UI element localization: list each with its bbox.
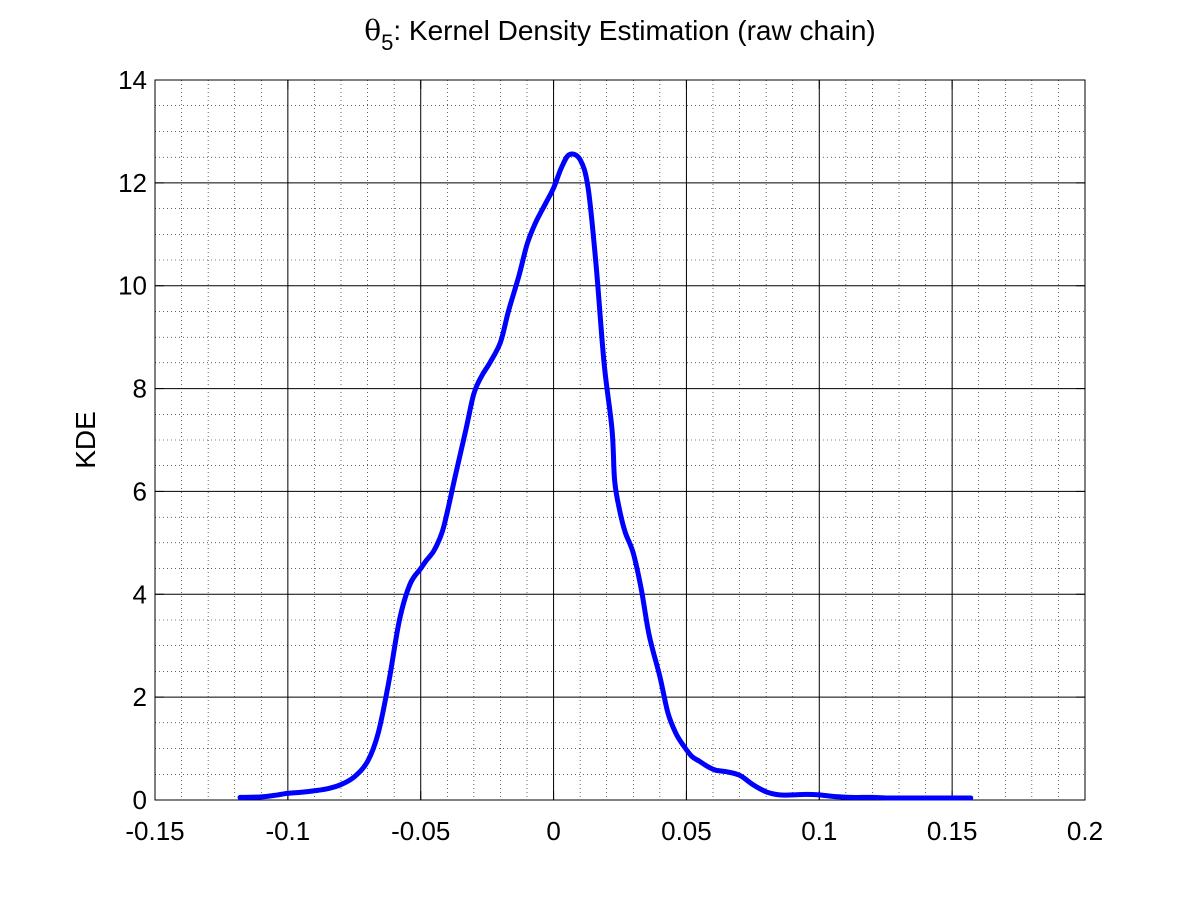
y-axis-label: KDE xyxy=(70,411,101,469)
x-tick-label: 0.15 xyxy=(927,816,978,846)
minor-grid xyxy=(155,80,1085,800)
y-tick-label: 12 xyxy=(118,168,147,198)
x-tick-label: -0.1 xyxy=(265,816,310,846)
y-tick-label: 4 xyxy=(133,579,147,609)
tick-marks xyxy=(154,79,1086,801)
y-tick-label: 6 xyxy=(133,476,147,506)
kde-series-line xyxy=(237,151,974,801)
axes-box xyxy=(154,79,1086,801)
chart-title: θ5: Kernel Density Estimation (raw chain… xyxy=(364,14,876,55)
y-tick-label: 8 xyxy=(133,374,147,404)
y-tick-label: 10 xyxy=(118,271,147,301)
x-tick-label: -0.05 xyxy=(391,816,450,846)
x-tick-label: 0.1 xyxy=(801,816,837,846)
x-tick-label: 0.05 xyxy=(661,816,712,846)
y-tick-labels: 0 2 4 6 8 10 12 14 xyxy=(118,65,147,815)
x-tick-label: 0.2 xyxy=(1067,816,1103,846)
x-tick-labels: -0.15 -0.1 -0.05 0 0.05 0.1 0.15 0.2 xyxy=(125,816,1103,846)
y-tick-label: 14 xyxy=(118,65,147,95)
title-text: : Kernel Density Estimation (raw chain) xyxy=(393,15,875,46)
x-tick-label: 0 xyxy=(546,816,560,846)
title-subscript: 5 xyxy=(381,30,393,55)
title-symbol: θ xyxy=(364,14,381,47)
y-tick-label: 2 xyxy=(133,682,147,712)
x-tick-label: -0.15 xyxy=(125,816,184,846)
y-tick-label: 0 xyxy=(133,785,147,815)
